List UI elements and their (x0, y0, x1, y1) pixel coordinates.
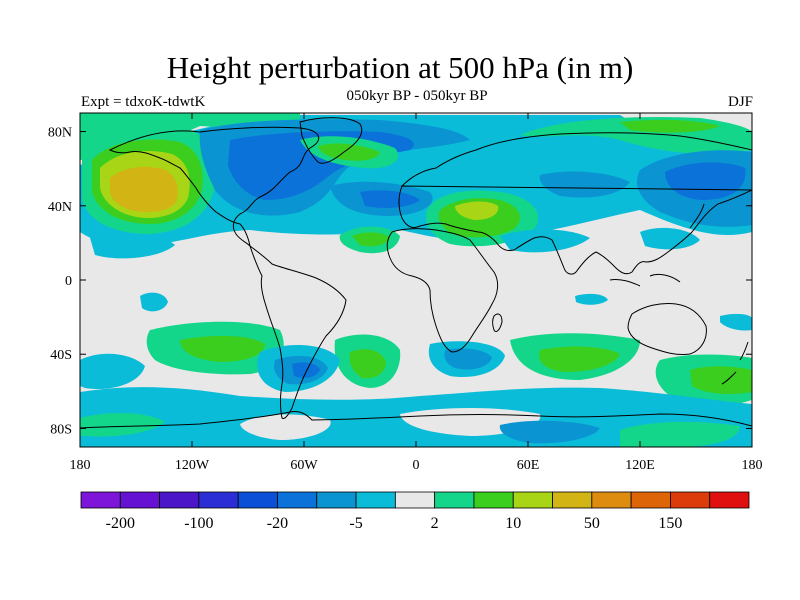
contour-region (90, 233, 175, 259)
coastline-greenland (299, 117, 363, 164)
contour-region (360, 190, 420, 208)
colorbar-box (434, 491, 475, 509)
colorbar-box (277, 491, 318, 509)
lon-tick-label: 0 (413, 458, 420, 473)
colorbar-box (670, 491, 711, 509)
colorbar-box (512, 491, 553, 509)
colorbar-box (316, 491, 357, 509)
colorbar-label: -200 (106, 515, 135, 532)
contour-region (352, 232, 390, 247)
contour-region (539, 171, 630, 198)
colorbar-label: -20 (267, 515, 288, 532)
colorbar-box (355, 491, 396, 509)
colorbar-box (552, 491, 593, 509)
contour-region (499, 420, 600, 444)
contour-region (500, 229, 590, 253)
coastlines (80, 117, 752, 429)
coastline-africa (386, 228, 499, 353)
contour-region (318, 143, 380, 161)
contour-region (292, 362, 320, 378)
colorbar-label: 10 (505, 515, 521, 532)
lat-tick-label: 0 (65, 274, 72, 289)
contour-region (80, 413, 165, 437)
colorbar-label: -100 (184, 515, 213, 532)
contour-region (180, 335, 265, 362)
colorbar-box (159, 491, 200, 509)
colorbar-label: 50 (584, 515, 600, 532)
contour-region (665, 162, 746, 200)
coastline-australia (627, 303, 707, 355)
lon-tick-label: 120E (625, 458, 655, 473)
colorbar-box (591, 491, 632, 509)
colorbar-label: 2 (431, 515, 439, 532)
colorbar-box (473, 491, 514, 509)
contour-region (640, 227, 700, 250)
colorbar-box (709, 491, 750, 509)
plot-title: Height perturbation at 500 hPa (in m) (166, 50, 634, 85)
colorbar-box (119, 491, 160, 509)
contour-region (140, 292, 168, 312)
experiment-label: Expt = tdxoK-tdwtK (81, 94, 206, 110)
colorbar-box (630, 491, 671, 509)
colorbar-box (394, 491, 436, 509)
lon-tick-label: 60W (290, 458, 318, 473)
contour-region (349, 349, 386, 379)
coastline-north-america (108, 126, 320, 248)
colorbar-box (80, 491, 121, 509)
colorbar-box (237, 491, 278, 509)
lat-tick-label: 80N (48, 126, 72, 141)
coastline-south-america (249, 244, 347, 419)
contour-region (444, 348, 492, 370)
contour-region (240, 414, 331, 440)
coastline-eurasia (398, 132, 752, 275)
season-label: DJF (727, 94, 753, 110)
plot-subtitle: 050kyr BP - 050kyr BP (346, 88, 488, 104)
map-panel (79, 112, 753, 448)
map-axes: 80N 40N 0 40S 80S 180 120W 60W 0 60E 120E 180 (48, 113, 763, 473)
contour-region (690, 366, 752, 394)
lon-tick-label: 120W (175, 458, 210, 473)
contour-region (620, 421, 740, 447)
lat-tick-label: 80S (50, 422, 72, 437)
colorbar-label: 150 (658, 515, 682, 532)
contour-region (110, 166, 178, 212)
contour-fills (80, 113, 752, 447)
contour-region (575, 293, 608, 305)
colorbar-label: -5 (349, 515, 362, 532)
coastline-antarctica (80, 411, 752, 429)
coastline-islands (609, 203, 749, 385)
lat-tick-label: 40N (48, 200, 72, 215)
colorbar: -200 -100 -20 -5 2 10 50 150 (80, 491, 750, 532)
contour-region (455, 201, 499, 220)
lon-tick-label: 60E (517, 458, 540, 473)
colorbar-box (198, 491, 239, 509)
lon-tick-label: 180 (742, 458, 763, 473)
contour-region (720, 313, 752, 331)
lat-tick-label: 40S (50, 348, 72, 363)
contour-region (80, 353, 145, 390)
lon-tick-label: 180 (70, 458, 91, 473)
contour-region (539, 346, 620, 372)
contour-region (620, 119, 720, 133)
coastline-madagascar (492, 313, 503, 333)
